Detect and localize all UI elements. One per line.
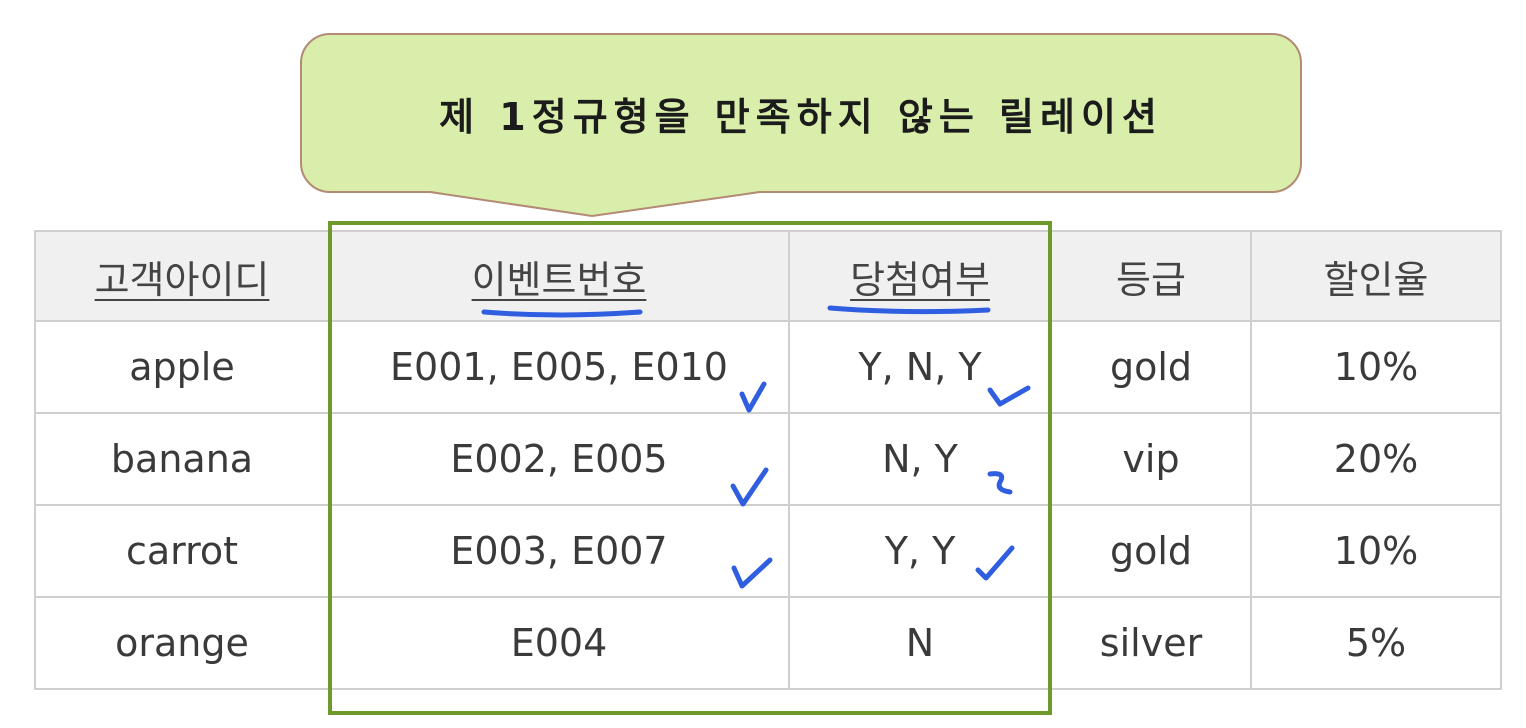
callout-bubble: 제 1정규형을 만족하지 않는 릴레이션: [300, 33, 1302, 193]
header-grade-label: 등급: [1116, 257, 1186, 302]
cell-event-number: E003, E007: [328, 504, 790, 598]
table-row: orange E004 N silver 5%: [34, 596, 1502, 690]
cell-win-status: Y, N, Y: [788, 320, 1052, 414]
header-event-number-label: 이벤트번호: [471, 257, 647, 302]
cell-customer-id: apple: [34, 320, 330, 414]
table-row: carrot E003, E007 Y, Y gold 10%: [34, 504, 1502, 598]
cell-grade: gold: [1050, 504, 1252, 598]
cell-grade: gold: [1050, 320, 1252, 414]
header-discount-rate-label: 할인율: [1323, 257, 1429, 302]
cell-event-number: E004: [328, 596, 790, 690]
cell-customer-id: carrot: [34, 504, 330, 598]
header-discount-rate: 할인율: [1250, 230, 1502, 322]
cell-event-number: E002, E005: [328, 412, 790, 506]
header-customer-id-label: 고객아이디: [94, 257, 270, 302]
cell-customer-id: banana: [34, 412, 330, 506]
relation-table: 고객아이디 이벤트번호 당첨여부 등급 할인율 apple E001, E005…: [34, 230, 1502, 690]
callout-text: 제 1정규형을 만족하지 않는 릴레이션: [439, 94, 1163, 139]
cell-discount-rate: 20%: [1250, 412, 1502, 506]
cell-discount-rate: 10%: [1250, 504, 1502, 598]
header-win-status-label: 당첨여부: [850, 257, 990, 302]
cell-customer-id: orange: [34, 596, 330, 690]
cell-grade: silver: [1050, 596, 1252, 690]
cell-win-status: N: [788, 596, 1052, 690]
cell-discount-rate: 10%: [1250, 320, 1502, 414]
header-customer-id: 고객아이디: [34, 230, 330, 322]
cell-discount-rate: 5%: [1250, 596, 1502, 690]
cell-event-number: E001, E005, E010: [328, 320, 790, 414]
cell-win-status: N, Y: [788, 412, 1052, 506]
cell-win-status: Y, Y: [788, 504, 1052, 598]
table-row: apple E001, E005, E010 Y, N, Y gold 10%: [34, 320, 1502, 414]
cell-grade: vip: [1050, 412, 1252, 506]
header-win-status: 당첨여부: [788, 230, 1052, 322]
table-header-row: 고객아이디 이벤트번호 당첨여부 등급 할인율: [34, 230, 1502, 322]
table-row: banana E002, E005 N, Y vip 20%: [34, 412, 1502, 506]
header-event-number: 이벤트번호: [328, 230, 790, 322]
header-grade: 등급: [1050, 230, 1252, 322]
